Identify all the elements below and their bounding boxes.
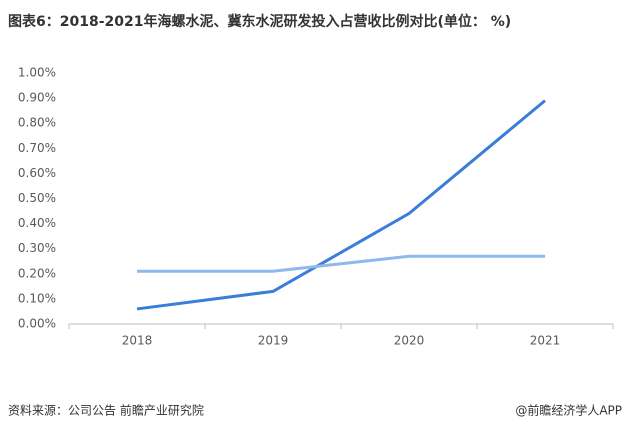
line-series: [137, 254, 545, 273]
y-tick-label: 0.30%: [18, 241, 56, 255]
y-tick-label: 0.20%: [18, 266, 56, 280]
source: 资料来源：公司公告 前瞻产业研究院: [8, 403, 204, 418]
y-tick-label: 0.40%: [18, 216, 56, 230]
y-tick-label: 0.10%: [18, 291, 56, 305]
y-tick-label: 0.00%: [18, 317, 56, 331]
x-tick-label: 2018: [122, 334, 153, 348]
y-tick-label: 0.90%: [18, 91, 56, 105]
x-tick-label: 2019: [258, 334, 289, 348]
line-series: [136, 99, 546, 311]
chart-title: 图表6：2018-2021年海螺水泥、冀东水泥研发投入占营收比例对比(单位： %…: [8, 13, 511, 30]
y-tick-label: 0.70%: [18, 141, 56, 155]
x-tick-label: 2020: [394, 334, 425, 348]
y-tick-label: 0.50%: [18, 191, 56, 205]
y-tick-label: 0.80%: [18, 116, 56, 130]
credit: @前瞻经济学人APP: [515, 403, 622, 418]
x-tick-label: 2021: [530, 334, 561, 348]
y-tick-label: 1.00%: [18, 66, 56, 80]
y-tick-label: 0.60%: [18, 166, 56, 180]
